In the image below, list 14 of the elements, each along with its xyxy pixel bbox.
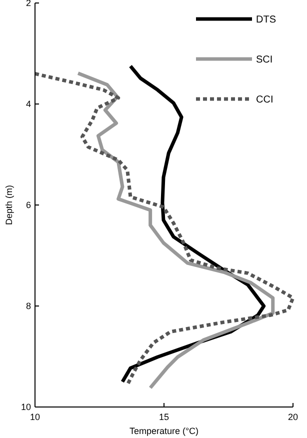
- x-tick-label: 15: [158, 412, 170, 422]
- y-tick-label: 8: [26, 301, 31, 312]
- x-axis-title: Temperature (°C): [129, 426, 199, 436]
- y-tick-label: 10: [20, 402, 31, 412]
- y-axis-title: Depth (m): [4, 184, 14, 226]
- y-tick-label: 4: [26, 99, 31, 110]
- x-tick-label: 20: [288, 412, 298, 422]
- legend-label: CCI: [256, 94, 274, 106]
- legend-label: SCI: [256, 54, 273, 66]
- y-tick-label: 2: [26, 0, 31, 8]
- y-tick-label: 6: [26, 200, 31, 210]
- line-series: [76, 71, 275, 390]
- line-series: [33, 72, 295, 387]
- legend-label: DTS: [256, 14, 276, 26]
